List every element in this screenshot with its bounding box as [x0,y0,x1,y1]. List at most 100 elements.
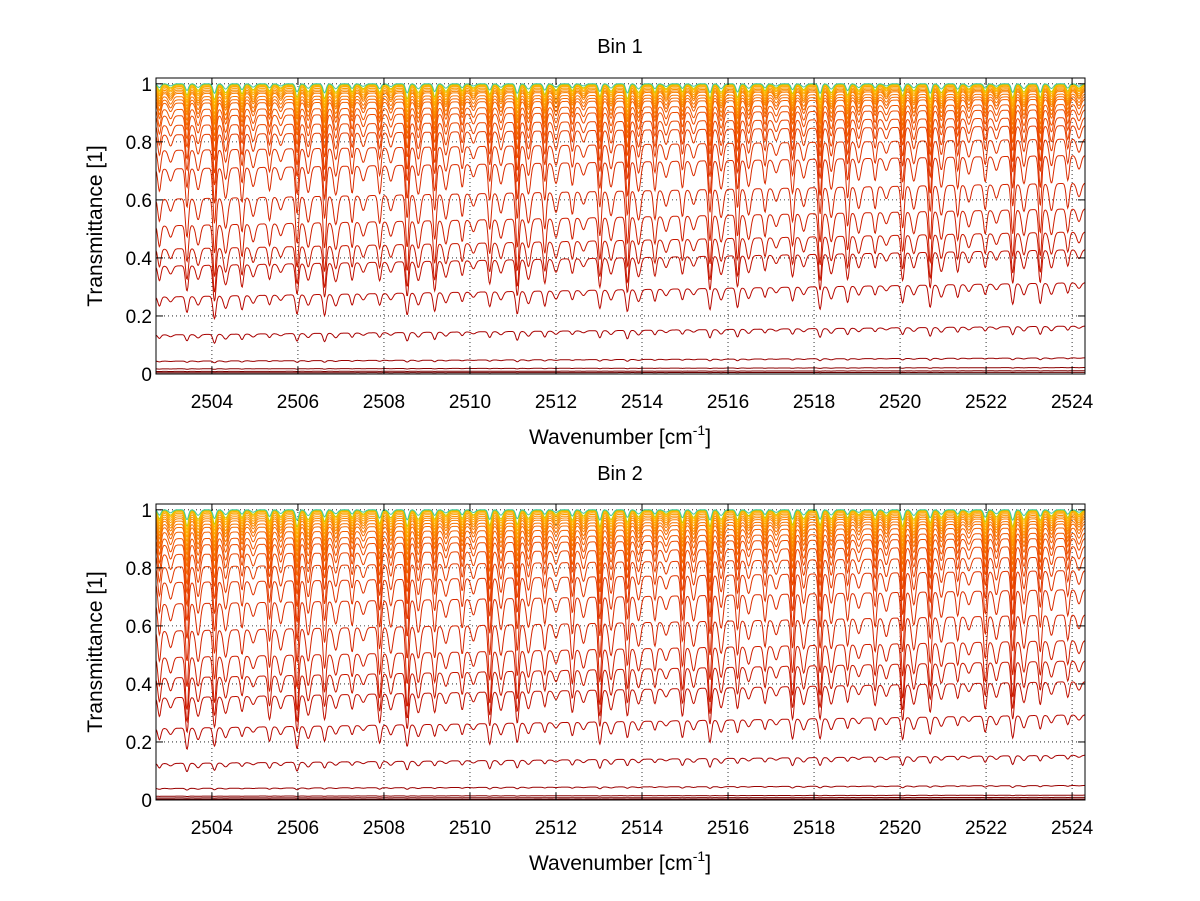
series-line [155,98,1086,142]
subplot-bin-2: Bin 2 2504 2506 2508 2510 2512 2514 2516 2518 25… [84,463,1094,875]
x-tick-label: 2514 [621,392,664,413]
y-ticks: 0 0.2 0.4 0.6 0.8 1 [126,75,1085,386]
x-ticks: 2504 2506 2508 2510 2512 2514 2516 2518 2520 2522… [191,78,1094,413]
series-line [155,138,1086,204]
x-tick-label: 2504 [191,818,234,839]
x-tick-label: 2512 [535,392,577,413]
y-tick-label: 0.4 [126,249,153,270]
series-line [155,545,1086,608]
series-line [155,87,1086,115]
series-line [155,249,1086,302]
x-tick-label: 2516 [707,818,749,839]
series-line [155,538,1086,596]
x-tick-label: 2510 [449,818,491,839]
series-line [155,182,1086,254]
y-axis-label: Transmittance [1] [84,571,107,732]
axes-box [155,503,1086,801]
x-tick-label: 2510 [449,392,491,413]
x-tick-label: 2508 [363,392,405,413]
series-line [155,89,1086,123]
y-tick-label: 0.4 [126,675,153,696]
series-line [155,325,1085,344]
series-line [155,511,1086,536]
series-line [156,794,1085,797]
series-line [155,714,1086,751]
chart-title: Bin 1 [597,36,643,58]
series-line [155,515,1086,548]
series-line [155,570,1086,642]
series-line [155,523,1086,569]
series-line [155,754,1086,773]
y-tick-label: 0 [141,791,152,812]
series-line [155,527,1086,577]
series-line [155,556,1086,624]
x-axis-label: Wavenumber [cm-1] [529,422,711,449]
axes-box [155,77,1086,375]
chart-title: Bin 2 [597,463,643,485]
y-ticks: 0 0.2 0.4 0.6 0.8 1 [126,501,1085,812]
series-line [155,93,1086,131]
series-line [155,357,1086,364]
series-line [156,796,1085,799]
y-tick-label: 1 [141,75,152,96]
series-line [155,109,1086,161]
x-tick-label: 2506 [277,392,319,413]
series-line [155,85,1086,111]
series-group [155,83,1086,374]
series-line [155,155,1086,224]
series-line [155,104,1086,152]
series-line [155,532,1086,587]
subplot-bin-1: Bin 1 2504 2506 2508 2510 2512 2514 2516 2518 25… [84,36,1094,449]
series-line [155,117,1086,174]
y-tick-label: 0.6 [126,617,152,638]
y-tick-label: 0 [141,365,152,386]
series-line [155,91,1086,126]
series-line [155,510,1086,532]
x-tick-label: 2518 [793,818,835,839]
x-tick-label: 2520 [879,818,921,839]
series-line [155,785,1085,791]
x-tick-label: 2512 [535,818,577,839]
x-tick-label: 2524 [1051,818,1094,839]
series-line [155,512,1086,540]
series-line [155,660,1086,724]
series-line [155,520,1086,563]
series-line [155,85,1086,108]
series-line [155,614,1086,689]
series-line [155,370,1085,373]
y-tick-label: 0.2 [126,307,152,328]
x-tick-label: 2506 [277,818,319,839]
x-ticks: 2504 2506 2508 2510 2512 2514 2516 2518 2520 2522… [191,504,1094,839]
x-tick-label: 2522 [965,392,1007,413]
series-line [155,589,1086,664]
series-line [155,509,1086,529]
x-tick-label: 2504 [191,392,234,413]
y-tick-label: 0.8 [126,559,152,580]
series-line [155,518,1086,557]
y-axis-label: Transmittance [1] [84,145,107,306]
series-line [155,509,1086,522]
x-tick-label: 2520 [879,392,921,413]
series-line [155,84,1086,104]
series-line [155,282,1086,321]
y-tick-label: 0.2 [126,733,152,754]
series-line [155,231,1086,293]
series-line [155,208,1086,277]
series-group [155,509,1086,800]
series-line [156,367,1085,370]
series-line [155,681,1086,734]
y-tick-label: 1 [141,501,152,522]
x-tick-label: 2508 [363,818,405,839]
x-tick-label: 2516 [707,392,749,413]
series-line [155,96,1086,136]
series-line [155,88,1086,119]
x-tick-label: 2518 [793,392,835,413]
series-line [155,83,1086,95]
x-tick-label: 2514 [621,818,664,839]
series-line [155,516,1086,552]
x-tick-label: 2522 [965,818,1007,839]
y-tick-label: 0.6 [126,191,152,212]
y-tick-label: 0.8 [126,133,152,154]
x-tick-label: 2524 [1051,392,1094,413]
